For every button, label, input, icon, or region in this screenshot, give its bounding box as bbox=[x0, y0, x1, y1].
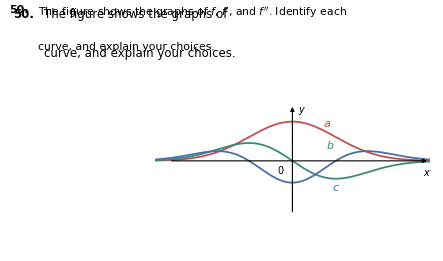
Text: curve, and explain your choices.: curve, and explain your choices. bbox=[38, 42, 214, 52]
Text: curve, and explain your choices.: curve, and explain your choices. bbox=[44, 47, 236, 60]
Text: 0: 0 bbox=[277, 167, 284, 176]
Text: 50.: 50. bbox=[9, 5, 28, 15]
Text: x: x bbox=[423, 168, 429, 178]
Text: The figure shows the graphs of: The figure shows the graphs of bbox=[44, 8, 231, 21]
Text: 50.: 50. bbox=[13, 8, 34, 21]
Text: y: y bbox=[298, 105, 303, 115]
Text: The figure shows the graphs of $f$, $f'$, and $f''$. Identify each: The figure shows the graphs of $f$, $f'$… bbox=[38, 5, 347, 20]
Text: a: a bbox=[323, 119, 330, 129]
Text: c: c bbox=[332, 183, 338, 193]
Text: b: b bbox=[326, 141, 334, 151]
